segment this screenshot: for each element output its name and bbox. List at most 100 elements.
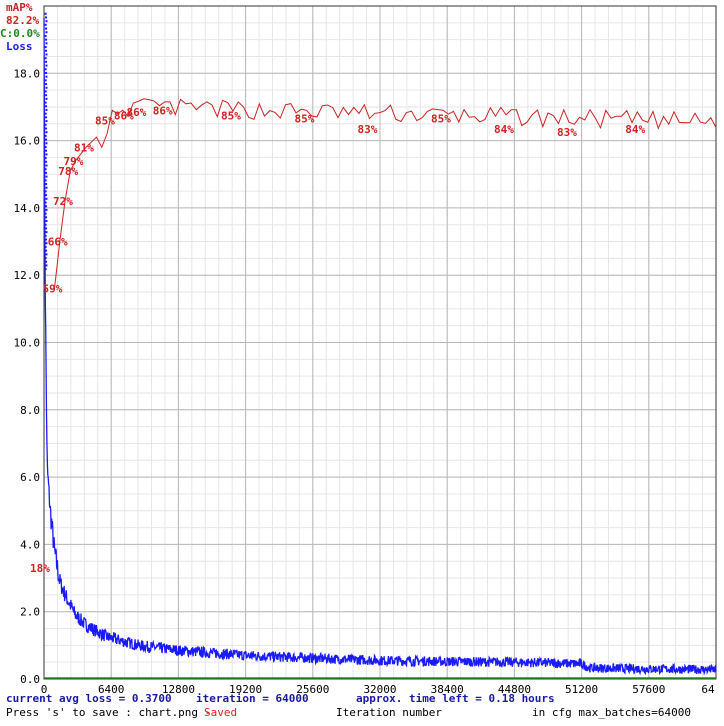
y-tick-label: 0.0 — [20, 673, 40, 686]
loss-point — [45, 60, 48, 63]
loss-point — [44, 134, 47, 137]
loss-point — [44, 34, 47, 37]
status-loss: current avg loss = 0.3700 — [6, 692, 172, 705]
legend-c-label: C:0.0% — [0, 27, 40, 40]
map-series — [54, 98, 717, 289]
y-tick-label: 6.0 — [20, 471, 40, 484]
status-time-left: approx. time left = 0.18 hours — [356, 692, 555, 705]
y-tick-label: 14.0 — [14, 202, 41, 215]
map-data-label: 66% — [48, 236, 68, 249]
loss-point — [45, 127, 48, 130]
y-tick-label: 4.0 — [20, 538, 40, 551]
loss-point — [45, 231, 48, 234]
loss-point — [45, 75, 48, 78]
map-data-label: 84% — [494, 123, 514, 136]
x-tick-label: 25600 — [296, 683, 329, 696]
loss-point — [45, 182, 48, 185]
x-tick-label: 6400 — [98, 683, 125, 696]
loss-point — [44, 268, 47, 271]
legend-map-value: 82.2% — [6, 14, 39, 27]
map-annotation: 18% — [30, 562, 50, 575]
loss-point — [45, 116, 48, 119]
loss-point — [45, 242, 48, 245]
loss-point — [45, 160, 48, 163]
loss-point — [44, 112, 47, 115]
loss-point — [45, 227, 48, 230]
loss-point — [44, 68, 47, 71]
x-tick-label: 32000 — [363, 683, 396, 696]
status-max-batches: in cfg max_batches=64000 — [532, 706, 691, 719]
loss-point — [45, 238, 48, 241]
loss-point — [45, 64, 48, 67]
loss-point — [45, 49, 48, 52]
loss-line — [43, 17, 717, 676]
loss-point — [45, 94, 48, 97]
loss-point — [44, 12, 47, 15]
legend-loss-label: Loss — [6, 40, 33, 53]
map-data-label: 84% — [625, 123, 645, 136]
loss-point — [45, 16, 48, 19]
x-tick-label: 38400 — [431, 683, 464, 696]
loss-point — [44, 145, 47, 148]
loss-point — [45, 142, 48, 145]
map-data-label: 86% — [114, 109, 134, 122]
map-data-label: 81% — [74, 141, 94, 154]
loss-point — [44, 157, 47, 160]
x-axis-title: Iteration number — [336, 706, 442, 719]
y-tick-label: 2.0 — [20, 606, 40, 619]
loss-point — [44, 168, 47, 171]
x-tick-label: 0 — [41, 683, 48, 696]
map-data-label: 86% — [153, 104, 173, 117]
loss-point — [45, 27, 48, 30]
map-data-label: 85% — [295, 113, 315, 126]
loss-point — [45, 83, 48, 86]
status-iteration: iteration = 64000 — [196, 692, 309, 705]
map-data-label: 85% — [95, 114, 115, 127]
loss-point — [45, 20, 48, 23]
loss-point — [45, 253, 48, 256]
loss-point — [44, 23, 47, 26]
map-data-label: 85% — [221, 109, 241, 122]
loss-point — [44, 245, 47, 248]
x-tick-label: 64 — [701, 683, 715, 696]
map-data-label: 78% — [58, 165, 78, 178]
x-tick-label: 19200 — [229, 683, 262, 696]
loss-point — [45, 194, 48, 197]
legend-map-label: mAP% — [6, 1, 33, 14]
loss-point — [45, 220, 48, 223]
loss-point — [44, 179, 47, 182]
status-saved: Saved — [204, 706, 238, 719]
loss-point — [45, 149, 48, 152]
loss-point — [45, 131, 48, 134]
plot-frame — [43, 5, 717, 680]
y-tick-label: 18.0 — [14, 67, 41, 80]
loss-point — [45, 42, 48, 45]
loss-point — [45, 108, 48, 111]
loss-point — [45, 216, 48, 219]
loss-point — [44, 190, 47, 193]
loss-point — [44, 90, 47, 93]
loss-point — [44, 46, 47, 49]
y-tick-label: 12.0 — [14, 269, 41, 282]
loss-point — [44, 201, 47, 204]
loss-point — [44, 79, 47, 82]
map-data-label: 72% — [53, 195, 73, 208]
x-tick-label: 44800 — [498, 683, 531, 696]
loss-point — [45, 71, 48, 74]
loss-point — [44, 123, 47, 126]
y-tick-label: 10.0 — [14, 337, 41, 350]
loss-point — [44, 234, 47, 237]
y-tick-label: 16.0 — [14, 135, 41, 148]
map-data-label: 86% — [127, 106, 147, 119]
map-data-label: 83% — [358, 123, 378, 136]
loss-point — [45, 164, 48, 167]
loss-point — [45, 138, 48, 141]
loss-point — [45, 153, 48, 156]
loss-point — [45, 264, 48, 267]
loss-point — [44, 223, 47, 226]
status-press-save: Press 's' to save : chart.png - — [6, 706, 212, 719]
loss-series — [43, 12, 717, 676]
loss-point — [45, 197, 48, 200]
loss-point — [44, 212, 47, 215]
